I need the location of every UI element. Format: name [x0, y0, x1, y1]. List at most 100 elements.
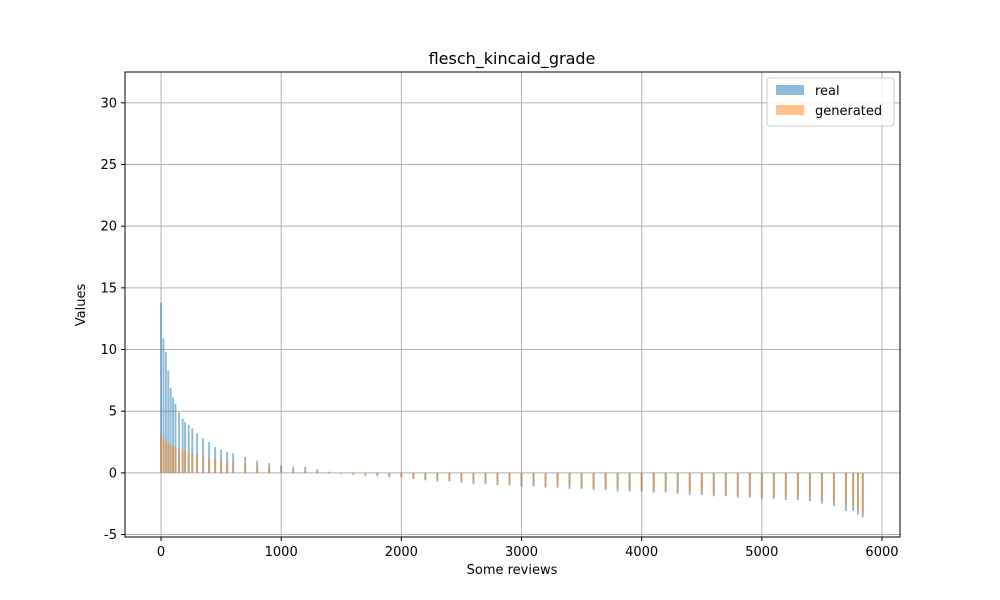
bar-generated: [178, 448, 181, 473]
bar-generated: [736, 472, 739, 496]
bar-generated: [226, 461, 229, 473]
bar-generated: [580, 472, 583, 488]
bar-generated: [592, 472, 595, 488]
bar-real: [304, 466, 307, 473]
chart-title: flesch_kincaid_grade: [429, 49, 596, 69]
bar-generated: [162, 438, 165, 473]
bar-real: [160, 302, 163, 473]
bar-generated: [532, 472, 535, 486]
bar-generated: [167, 443, 170, 473]
bar-generated: [164, 440, 167, 473]
series-generated: [160, 434, 864, 515]
bar-generated: [268, 466, 271, 473]
bar-real: [181, 418, 184, 473]
bar-generated: [400, 472, 403, 478]
ticks: 0 1000 2000 3000 4000 5000 6000 -5 0 5 10 15 20 25 30: [100, 96, 898, 560]
y-tick-label: 10: [100, 343, 117, 358]
bar-generated: [460, 472, 463, 482]
bars: [160, 302, 864, 518]
bar-generated: [568, 472, 571, 487]
bar-generated: [676, 472, 679, 493]
bar-generated: [208, 458, 211, 473]
bar-generated: [340, 472, 343, 475]
bar-generated: [700, 472, 703, 494]
bar-real: [178, 412, 181, 473]
bar-generated: [484, 472, 487, 483]
bar-generated: [844, 472, 847, 505]
bar-generated: [508, 472, 511, 484]
y-axis-label: Values: [74, 284, 89, 327]
bar-generated: [169, 444, 172, 473]
bar-generated: [640, 472, 643, 491]
bar-generated: [328, 472, 331, 474]
legend-label-real: real: [815, 84, 840, 99]
bar-generated: [376, 472, 379, 477]
bar-generated: [856, 472, 859, 510]
bar-generated: [556, 472, 559, 487]
x-tick-label: 0: [157, 545, 165, 560]
bar-generated: [861, 472, 864, 515]
y-tick-label: 25: [100, 158, 117, 173]
bar-generated: [748, 472, 751, 497]
legend-swatch-real: [776, 85, 804, 95]
bar-generated: [772, 472, 775, 498]
bar-generated: [187, 451, 190, 473]
bar-real: [167, 370, 170, 473]
bar-generated: [472, 472, 475, 483]
bar-generated: [436, 472, 439, 481]
bar-generated: [244, 462, 247, 473]
bar-generated: [760, 472, 763, 497]
bar-generated: [664, 472, 667, 492]
plot-frame: [124, 71, 901, 538]
bar-generated: [256, 465, 259, 473]
bar-real: [164, 351, 167, 473]
bar-generated: [796, 472, 799, 499]
x-tick-label: 2000: [385, 545, 418, 560]
bar-generated: [172, 445, 175, 473]
bar-generated: [214, 459, 217, 473]
bar-generated: [388, 472, 391, 478]
legend-label-generated: generated: [815, 104, 882, 119]
bar-generated: [232, 461, 235, 473]
bar-generated: [160, 434, 163, 473]
bar-generated: [820, 472, 823, 502]
y-tick-label: 0: [109, 466, 117, 481]
bar-generated: [652, 472, 655, 492]
bar-generated: [191, 453, 194, 473]
bar-generated: [316, 471, 319, 473]
bar-generated: [784, 472, 787, 498]
bar-generated: [352, 472, 355, 476]
bar-real: [172, 397, 175, 473]
bar-generated: [181, 449, 184, 473]
bar-generated: [544, 472, 547, 487]
bar-real: [196, 433, 199, 473]
bar-real: [169, 387, 172, 473]
y-tick-label: 5: [109, 405, 117, 420]
y-tick-label: 30: [100, 96, 117, 111]
bar-generated: [496, 472, 499, 484]
bar-generated: [520, 472, 523, 486]
bar-generated: [448, 472, 451, 482]
bar-generated: [604, 472, 607, 489]
x-tick-label: 5000: [745, 545, 778, 560]
x-tick-label: 6000: [865, 545, 898, 560]
x-axis-label: Some reviews: [467, 563, 558, 578]
bar-real: [162, 338, 165, 473]
bar-generated: [292, 469, 295, 473]
bar-generated: [364, 472, 367, 477]
bar-real: [191, 428, 194, 473]
bar-real: [316, 469, 319, 473]
x-tick-label: 4000: [625, 545, 658, 560]
bar-generated: [688, 472, 691, 493]
bar-real: [328, 471, 331, 473]
y-tick-label: 20: [100, 220, 117, 235]
bar-real: [184, 422, 187, 473]
y-tick-label: 15: [100, 281, 117, 296]
bar-generated: [280, 467, 283, 473]
x-tick-label: 1000: [265, 545, 298, 560]
bar-generated: [712, 472, 715, 494]
bar-real: [174, 403, 177, 473]
bar-generated: [628, 472, 631, 491]
bar-generated: [424, 472, 427, 481]
